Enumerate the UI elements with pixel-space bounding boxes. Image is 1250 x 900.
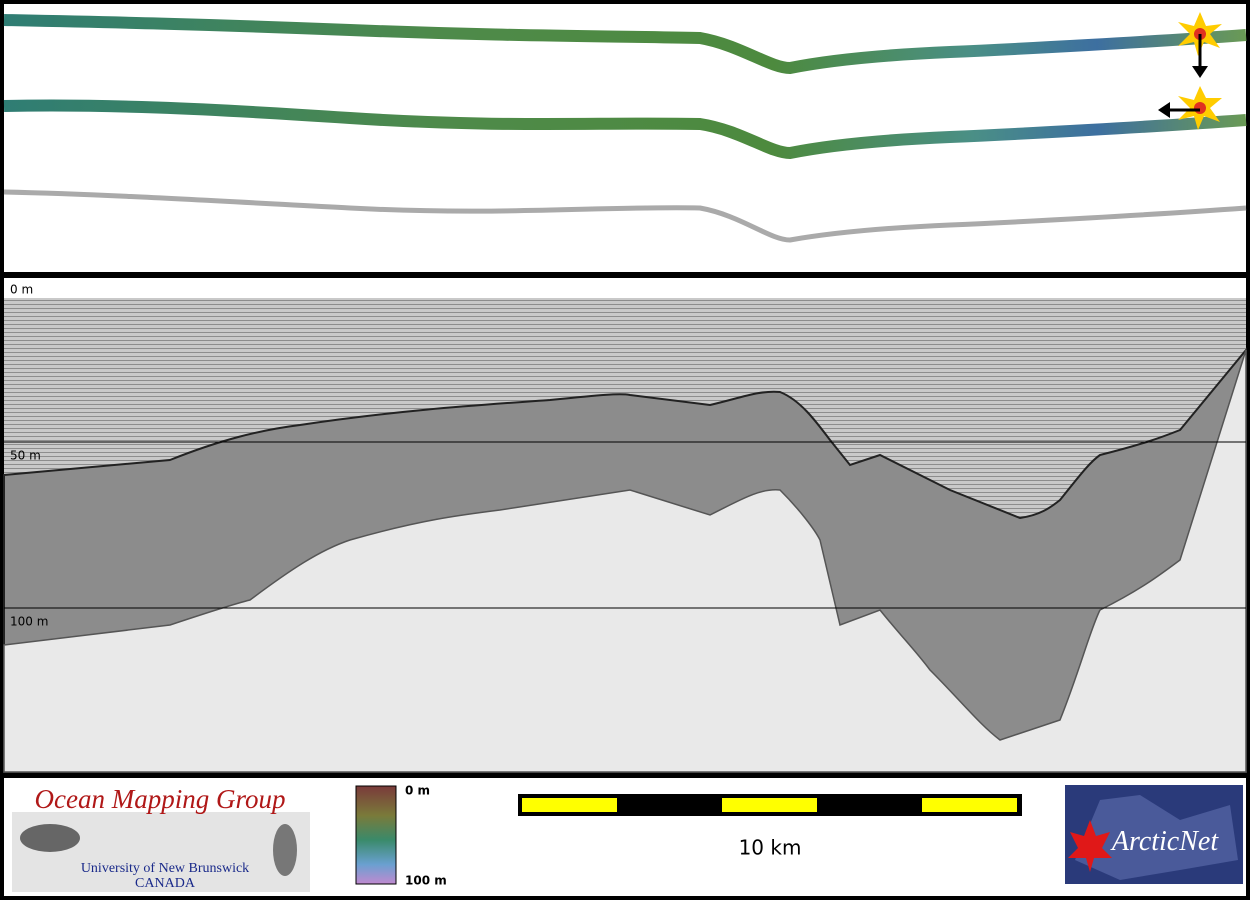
logo-arcticnet: ArcticNet xyxy=(1065,785,1243,884)
profile-header xyxy=(4,278,1246,298)
depth-label: 0 m xyxy=(10,283,33,297)
swath-track xyxy=(3,189,1247,243)
depth-label: 100 m xyxy=(10,615,48,629)
swath-track xyxy=(3,99,1247,160)
scale-label: 10 km xyxy=(739,836,802,860)
logo-omg: Ocean Mapping Group University of New Br… xyxy=(12,784,310,892)
logo-title: Ocean Mapping Group xyxy=(35,784,286,814)
colorbar xyxy=(355,785,397,885)
scale-bar xyxy=(518,794,1022,816)
depth-label: 50 m xyxy=(10,449,41,463)
colorbar-label: 100 m xyxy=(405,874,447,888)
logo-text: CANADA xyxy=(135,876,196,891)
colorbar-label: 0 m xyxy=(405,784,430,798)
logo-text: University of New Brunswick xyxy=(81,861,249,876)
sub-bottom-reflector xyxy=(3,349,1247,773)
swath-track xyxy=(3,14,1247,75)
marker xyxy=(1158,12,1222,130)
logo-title: ArcticNet xyxy=(1110,826,1219,857)
